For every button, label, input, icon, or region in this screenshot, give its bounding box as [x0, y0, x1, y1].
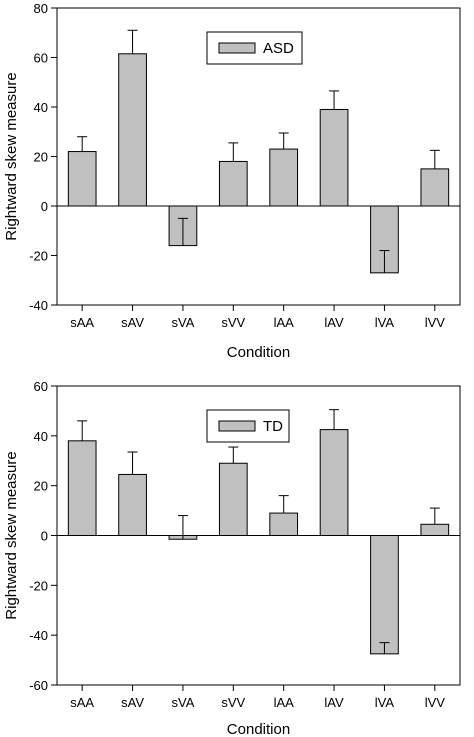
x-tick-label-lva: lVA: [375, 315, 395, 330]
y-axis-title: Rightward skew measure: [3, 72, 20, 240]
y-tick-label: 0: [41, 529, 48, 544]
x-axis-title: Condition: [227, 721, 290, 737]
y-tick-label: 20: [34, 479, 48, 494]
y-tick-label: -40: [29, 298, 48, 313]
x-tick-label-svv: sVV: [221, 315, 245, 330]
y-tick-label: 40: [34, 100, 48, 115]
legend-label: ASD: [263, 40, 294, 57]
x-tick-label-lva: lVA: [375, 695, 395, 710]
bar-svv: [218, 462, 248, 536]
bar-laa: [269, 512, 299, 537]
x-tick-label-laa: lAA: [274, 315, 295, 330]
x-tick-label-svv: sVV: [221, 695, 245, 710]
bar-lvv: [420, 168, 450, 207]
bar-lav: [319, 429, 349, 536]
bar-saa: [67, 151, 97, 207]
y-tick-label: 0: [41, 199, 48, 214]
bar-sav: [118, 473, 147, 536]
y-tick-label: 20: [34, 150, 48, 165]
y-tick-label: -20: [29, 578, 48, 593]
bar-lva: [370, 535, 399, 655]
bar-svv: [218, 160, 248, 207]
x-tick-label-sva: sVA: [171, 695, 194, 710]
x-tick-label-sav: sAV: [121, 695, 144, 710]
y-tick-label: 40: [34, 429, 48, 444]
chart-panel-td: -60 -40 -20 0 20 40 60 sAA sAV sVA sVV lAA lAV lVA lVV…: [3, 379, 461, 737]
legend-label: TD: [263, 418, 283, 435]
bar-lvv: [420, 523, 450, 536]
x-tick-label-sva: sVA: [171, 315, 194, 330]
x-tick-label-lav: lAV: [324, 315, 344, 330]
bar-saa: [67, 440, 97, 537]
y-tick-label: 60: [34, 51, 48, 66]
x-tick-label-sav: sAV: [121, 315, 144, 330]
chart-panel-asd: -40 -20 0 20 40 60 80 sAA sAV sVA sVV lAA lAV lVA lVV C…: [3, 1, 461, 361]
y-tick-label: -40: [29, 628, 48, 643]
y-tick-label: -60: [29, 678, 48, 693]
y-tick-label: -20: [29, 249, 48, 264]
x-tick-label-lav: lAV: [324, 695, 344, 710]
x-tick-label-lvv: lVV: [425, 315, 446, 330]
bar-sav: [118, 53, 147, 207]
x-tick-label-saa: sAA: [70, 315, 94, 330]
legend-swatch: [218, 42, 256, 54]
bar-lav: [319, 108, 349, 207]
bar-laa: [269, 148, 299, 207]
y-tick-label: 60: [34, 379, 48, 394]
y-axis-title: Rightward skew measure: [3, 451, 20, 619]
x-tick-label-lvv: lVV: [425, 695, 446, 710]
x-axis-title: Condition: [227, 344, 290, 361]
x-tick-label-laa: lAA: [274, 695, 295, 710]
x-tick-label-saa: sAA: [70, 695, 94, 710]
legend-swatch: [218, 420, 256, 432]
y-tick-label: 80: [34, 1, 48, 16]
